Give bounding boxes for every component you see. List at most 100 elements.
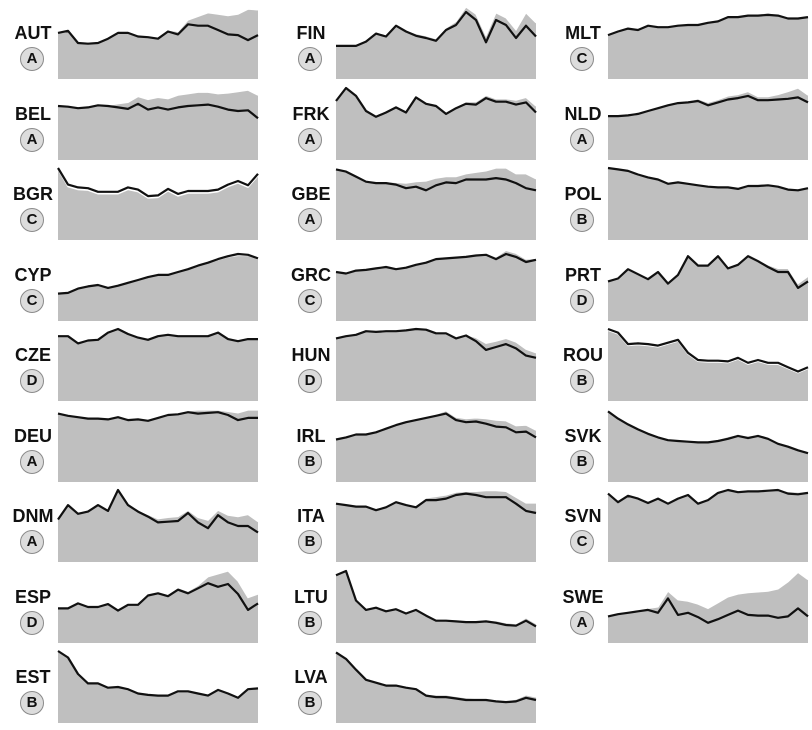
panel-esp: ESP D bbox=[8, 569, 268, 643]
grade-badge: C bbox=[20, 208, 44, 232]
sparkline-chart bbox=[335, 490, 537, 562]
country-label: DEU bbox=[13, 426, 52, 446]
line-series bbox=[57, 252, 259, 295]
grade-badge: D bbox=[570, 289, 594, 313]
line-series bbox=[335, 651, 537, 704]
area-series bbox=[608, 12, 808, 79]
area-edge bbox=[57, 169, 259, 199]
area-series bbox=[608, 411, 808, 482]
line-series bbox=[335, 569, 537, 628]
grade-badge: D bbox=[20, 611, 44, 635]
country-label: DNM bbox=[12, 506, 54, 526]
panel-cze: CZE D bbox=[8, 327, 268, 401]
sparkline-chart bbox=[57, 167, 259, 240]
sparkline-chart bbox=[607, 253, 809, 321]
panel-swe: SWE A bbox=[558, 569, 812, 643]
country-label: FIN bbox=[296, 23, 326, 43]
area-series bbox=[608, 254, 808, 321]
line-series bbox=[607, 488, 809, 505]
grade-badge: A bbox=[570, 128, 594, 152]
country-label: EST bbox=[15, 667, 51, 687]
area-edge bbox=[607, 329, 809, 374]
line-series bbox=[58, 582, 259, 612]
country-label: FRK bbox=[292, 104, 330, 124]
panel-fin: FIN A bbox=[286, 5, 546, 79]
grade-badge: B bbox=[298, 450, 322, 474]
grade-badge: A bbox=[20, 450, 44, 474]
grade-badge: D bbox=[298, 369, 322, 393]
area-series bbox=[608, 330, 808, 401]
line-series bbox=[58, 327, 258, 345]
line-series bbox=[607, 13, 809, 37]
country-label: HUN bbox=[291, 345, 331, 365]
grade-badge: A bbox=[20, 530, 44, 554]
country-label: ROU bbox=[563, 345, 603, 365]
sparkline-chart bbox=[335, 86, 537, 160]
line-series bbox=[57, 167, 259, 198]
panel-cyp: CYP C bbox=[8, 247, 268, 321]
grade-badge: D bbox=[20, 369, 44, 393]
line-series bbox=[335, 412, 537, 441]
line-series bbox=[607, 327, 809, 373]
sparkline-chart bbox=[335, 167, 537, 240]
line-series bbox=[57, 23, 259, 45]
panel-est: EST B bbox=[8, 649, 268, 723]
sparkline-chart bbox=[607, 12, 809, 79]
grade-badge: B bbox=[298, 530, 322, 554]
sparkline-chart bbox=[58, 327, 258, 401]
sparkline-chart bbox=[57, 650, 259, 723]
line-series bbox=[335, 327, 537, 359]
sparkline-chart bbox=[336, 6, 537, 79]
panel-deu: DEU A bbox=[8, 408, 268, 482]
country-label: NLD bbox=[564, 104, 602, 124]
sparkline-chart bbox=[335, 651, 537, 723]
country-label: ITA bbox=[297, 506, 325, 526]
area-series bbox=[336, 652, 536, 723]
grade-badge: B bbox=[298, 611, 322, 635]
area-series bbox=[336, 168, 536, 240]
area-series bbox=[608, 168, 808, 240]
area-series bbox=[58, 651, 258, 723]
country-label: SVK bbox=[564, 426, 602, 446]
country-label: GRC bbox=[291, 265, 331, 285]
grade-badge: A bbox=[570, 611, 594, 635]
sparkline-chart bbox=[607, 488, 809, 562]
sparkline-chart bbox=[57, 488, 259, 562]
country-label: LTU bbox=[294, 587, 328, 607]
line-series bbox=[607, 255, 809, 290]
sparkline-chart bbox=[57, 8, 259, 80]
area-series bbox=[336, 571, 536, 643]
line-series bbox=[336, 10, 537, 48]
sparkline-chart bbox=[57, 252, 259, 321]
panel-gbe: GBE A bbox=[286, 166, 546, 240]
sparkline-chart bbox=[607, 327, 809, 401]
grade-badge: A bbox=[298, 208, 322, 232]
grade-badge: C bbox=[20, 289, 44, 313]
line-series bbox=[57, 488, 259, 534]
area-series bbox=[336, 490, 536, 562]
panel-bel: BEL A bbox=[8, 86, 268, 160]
area-series bbox=[58, 490, 258, 562]
sparkline-chart bbox=[57, 89, 259, 160]
panel-prt: PRT D bbox=[558, 247, 812, 321]
panel-aut: AUT A bbox=[8, 5, 268, 80]
area-series bbox=[608, 490, 808, 562]
country-label: GBE bbox=[291, 184, 331, 204]
country-label: CYP bbox=[14, 265, 52, 285]
area-series bbox=[336, 250, 536, 321]
panel-lva: LVA B bbox=[286, 649, 546, 723]
country-label: LVA bbox=[294, 667, 328, 687]
panel-irl: IRL B bbox=[286, 408, 546, 482]
line-series bbox=[335, 168, 537, 192]
country-label: SVN bbox=[564, 506, 602, 526]
line-series bbox=[335, 492, 537, 515]
grade-badge: C bbox=[298, 289, 322, 313]
panel-rou: ROU B bbox=[558, 327, 812, 401]
area-series bbox=[336, 410, 536, 482]
sparkline-chart bbox=[608, 87, 809, 160]
grade-badge: A bbox=[20, 128, 44, 152]
panel-grc: GRC C bbox=[286, 247, 546, 321]
line-series bbox=[608, 94, 809, 118]
grade-badge: B bbox=[570, 369, 594, 393]
panel-ltu: LTU B bbox=[286, 569, 546, 643]
